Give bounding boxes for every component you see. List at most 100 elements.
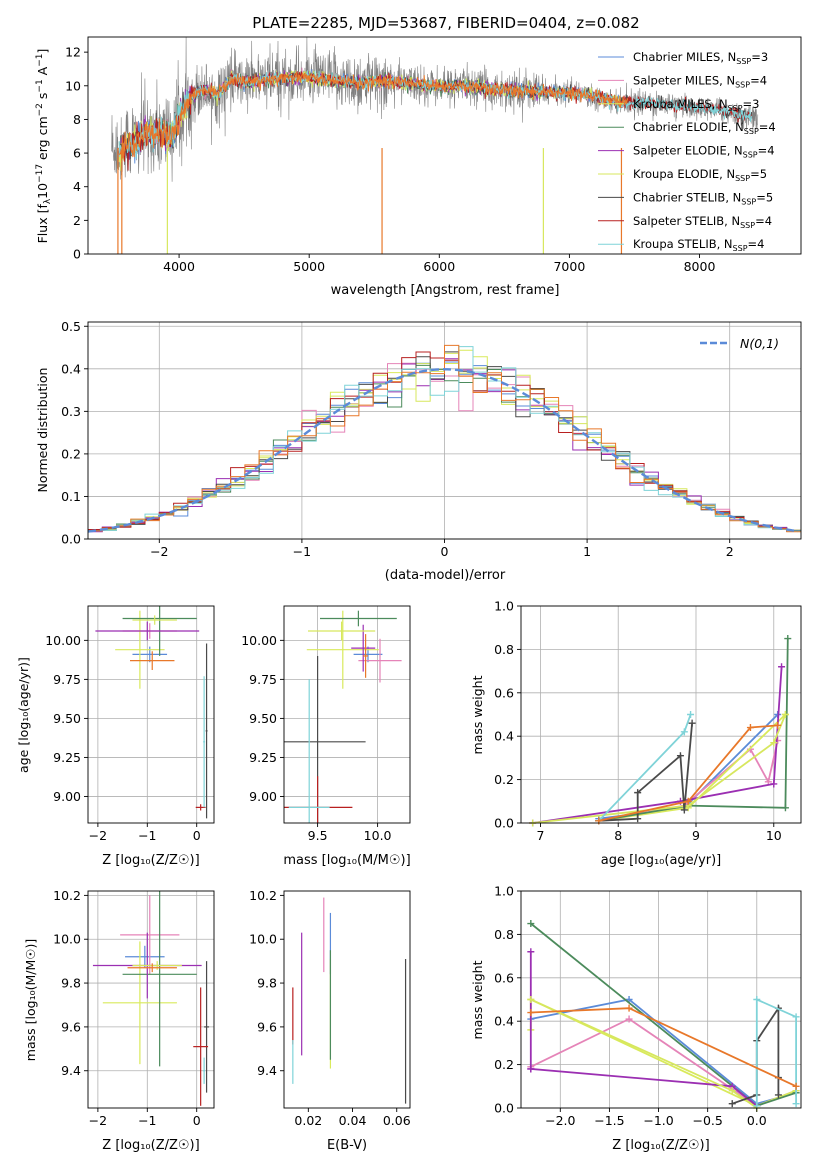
- legend-entry: N(0,1): [740, 336, 779, 351]
- series-marker: [527, 948, 535, 956]
- x-tick-label: 1: [583, 544, 591, 559]
- legend-entry: Kroupa ELODIE, NSSP=5: [633, 167, 767, 183]
- spectrum-panel: 4000 5000 6000 7000 8000 0 2 4 6 8 10 12 wavelength …: [35, 36, 802, 298]
- plot-area: [88, 344, 801, 534]
- series-line: [755, 998, 797, 1106]
- x-tick-label: −2.0: [545, 1113, 575, 1128]
- y-tick-label: 9.00: [53, 789, 81, 804]
- x-tick-label: 7: [536, 828, 544, 843]
- x-tick-label: −2: [150, 544, 168, 559]
- series-marker: [527, 920, 535, 928]
- x-tick-label: −2: [89, 828, 107, 843]
- series-line: [598, 723, 693, 822]
- series-marker: [676, 752, 684, 760]
- series-marker: [684, 797, 692, 805]
- series-line: [598, 724, 778, 822]
- y-tick-label: 9.25: [249, 750, 277, 765]
- axes-frame: −2 −1 0 9.00 9.25 9.50 9.75 10.00: [45, 605, 215, 843]
- y-tick-label: 0.1: [61, 489, 81, 504]
- grid: [88, 606, 214, 823]
- x-tick-label: 0.04: [339, 1113, 367, 1128]
- axes-frame: −2 −1 0 1 2 0.0 0.1 0.2 0.3 0.4 0.5: [61, 319, 802, 559]
- x-tick-label: 10: [766, 828, 782, 843]
- series-line: [598, 638, 789, 822]
- y-tick-label: 10.0: [249, 932, 277, 947]
- y-tick-label: 2: [73, 213, 81, 228]
- x-tick-label: −1.0: [643, 1113, 673, 1128]
- y-axis-label: mass weight: [470, 675, 485, 754]
- y-tick-label: 0.8: [494, 927, 514, 942]
- axes-box: [87, 890, 215, 1109]
- axes-frame: 9.5 10.0 9.00 9.25 9.50 9.75 10.00: [241, 605, 411, 843]
- axes-frame: −2 −1 0 9.4 9.6 9.8 10.0 10.2: [53, 888, 215, 1128]
- series-line: [532, 666, 783, 824]
- y-tick-label: 1.0: [494, 599, 514, 614]
- legend: Chabrier MILES, NSSP=3 Salpeter MILES, NS…: [598, 50, 776, 253]
- series-marker: [753, 996, 761, 1003]
- series-marker: [527, 1065, 535, 1073]
- legend-entry: Chabrier MILES, NSSP=3: [633, 50, 768, 66]
- y-tick-label: 9.50: [249, 711, 277, 726]
- x-tick-label: 0: [193, 828, 201, 843]
- series-marker: [728, 1087, 736, 1095]
- series-marker: [792, 1082, 800, 1090]
- histogram-line: [88, 344, 801, 533]
- series-marker: [770, 780, 778, 788]
- x-tick-label: 9: [692, 828, 700, 843]
- x-tick-label: 0: [193, 1113, 201, 1128]
- gaussian-curve: [88, 368, 799, 533]
- series-marker: [781, 804, 789, 812]
- age-vs-mass-panel: 9.5 10.0 9.00 9.25 9.50 9.75 10.00 mass [log₁₀(…: [241, 605, 411, 868]
- y-tick-label: 12: [65, 45, 81, 60]
- x-tick-label: 0.06: [383, 1113, 411, 1128]
- series-marker: [774, 1091, 782, 1099]
- age-vs-Z-panel: −2 −1 0 9.00 9.25 9.50 9.75 10.00 Z [log₁₀(Z/Z☉)…: [16, 605, 215, 868]
- x-tick-label: 7000: [553, 259, 585, 274]
- axes-box: [87, 605, 215, 824]
- y-tick-label: 10: [65, 78, 81, 93]
- axes-frame: 0.02 0.04 0.06 9.4 9.6 9.8 10.0 10.2: [249, 888, 411, 1128]
- series-marker: [687, 711, 695, 718]
- y-tick-label: 10.00: [45, 633, 81, 648]
- plot-area: [529, 635, 792, 827]
- residuals-panel: −2 −1 0 1 2 0.0 0.1 0.2 0.3 0.4 0.5 (data-model)/er…: [35, 319, 802, 583]
- series-marker: [778, 663, 786, 671]
- x-axis-label: E(B-V): [327, 1138, 367, 1153]
- y-tick-label: 9.6: [61, 1019, 81, 1034]
- y-tick-label: 4: [73, 179, 81, 194]
- series-marker: [527, 1009, 535, 1017]
- y-tick-label: 0.2: [494, 772, 514, 787]
- y-tick-label: 10.2: [249, 888, 277, 903]
- series-marker: [792, 1100, 800, 1108]
- x-tick-label: 0.0: [747, 1113, 767, 1128]
- y-tick-label: 0.0: [494, 1101, 514, 1116]
- y-tick-label: 9.75: [53, 672, 81, 687]
- model-line: [118, 71, 629, 161]
- legend-entry: Salpeter STELIB, NSSP=4: [633, 214, 772, 230]
- y-tick-label: 1.0: [494, 884, 514, 899]
- series-marker: [781, 711, 789, 718]
- plot-area: [92, 891, 210, 1106]
- x-axis-label: Z [log₁₀(Z/Z☉)]: [612, 1138, 709, 1153]
- y-axis-label: Normed distribution: [35, 368, 50, 493]
- y-tick-label: 9.4: [257, 1063, 277, 1078]
- y-tick-label: 0.2: [494, 1057, 514, 1072]
- series-marker: [527, 996, 535, 1003]
- y-tick-label: 10.0: [53, 932, 81, 947]
- y-axis-label: age [log₁₀(age/yr)]: [16, 657, 31, 773]
- axes-box: [87, 36, 802, 255]
- series-marker: [680, 806, 688, 814]
- series-marker: [625, 1004, 633, 1012]
- series-marker: [746, 724, 754, 732]
- series-marker: [634, 815, 642, 823]
- series-marker: [774, 721, 782, 729]
- axes-frame: 4000 5000 6000 7000 8000 0 2 4 6 8 10 12: [65, 36, 802, 274]
- axes-frame: −2.0 −1.5 −1.0 −0.5 0.0 0.0 0.2 0.4 0.6 0.8 1.0: [494, 884, 802, 1128]
- y-tick-label: 0.4: [61, 361, 81, 376]
- y-tick-label: 0.2: [61, 446, 81, 461]
- y-tick-label: 0.6: [494, 685, 514, 700]
- mass-weight-vs-age-panel: 7 8 9 10 0.0 0.2 0.4 0.6 0.8 1.0 age [log₁₀(age/yr…: [470, 599, 802, 868]
- x-tick-label: 0.02: [294, 1113, 322, 1128]
- plot-area: [284, 610, 402, 823]
